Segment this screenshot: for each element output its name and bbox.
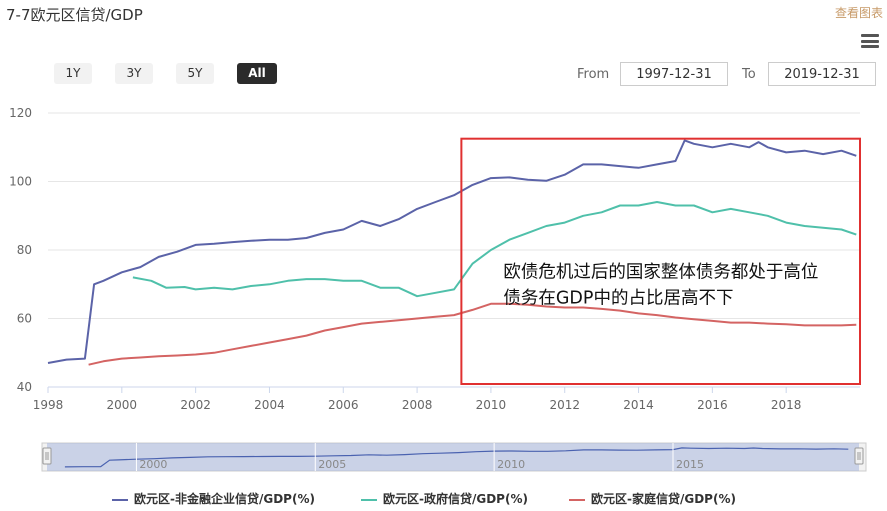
x-tick-label-4: 2006 [328,398,359,412]
navigator-selection [47,443,859,471]
range-1y-button[interactable]: 1Y [54,63,92,84]
navigator-right-handle[interactable] [854,447,864,465]
x-tick-label-2: 2002 [180,398,211,412]
y-tick-label-2: 80 [17,243,32,257]
legend-item-government[interactable]: 欧元区-政府信贷/GDP(%) [361,490,528,507]
x-tick-label-5: 2008 [402,398,433,412]
view-chart-link[interactable]: 查看图表 [834,6,883,20]
series-line-1 [132,201,857,298]
navigator-tick-label-0: 2000 [139,458,167,471]
x-tick-label-1: 2000 [107,398,138,412]
range-all-button[interactable]: All [237,63,277,84]
x-tick-label-9: 2016 [697,398,728,412]
navigator-series-line [64,447,849,468]
y-tick-label-3: 100 [9,175,32,189]
from-label: From [577,67,610,82]
annotation-box [460,137,861,385]
navigator-left-handle[interactable] [42,447,52,465]
navigator-tick-label-2: 2010 [497,458,525,471]
x-tick-label-6: 2010 [476,398,507,412]
navigator-tick-label-1: 2005 [318,458,346,471]
x-tick-label-0: 1998 [33,398,64,412]
range-3y-button[interactable]: 3Y [115,63,153,84]
from-date-input[interactable]: 1997-12-31 [620,62,728,86]
x-tick-label-10: 2018 [771,398,802,412]
x-tick-label-3: 2004 [254,398,285,412]
legend-item-household[interactable]: 欧元区-家庭信贷/GDP(%) [569,490,736,507]
annotation-text-0: 欧债危机过后的国家整体债务都处于高位 [503,263,818,283]
to-date-input[interactable]: 2019-12-31 [768,62,876,86]
range-selector: 1Y 3Y 5Y All [54,63,300,84]
series-line-0 [47,139,857,364]
legend: 欧元区-非金融企业信贷/GDP(%) 欧元区-政府信贷/GDP(%) 欧元区-家… [0,490,887,508]
legend-item-corporate[interactable]: 欧元区-非金融企业信贷/GDP(%) [112,490,315,507]
annotation-text-1: 债务在GDP中的占比居高不下 [503,289,733,309]
y-tick-label-4: 120 [9,106,32,120]
y-tick-label-1: 60 [17,312,32,326]
x-tick-label-8: 2014 [623,398,654,412]
y-tick-label-0: 40 [17,380,32,394]
x-tick-label-7: 2012 [549,398,580,412]
series-line-2 [88,302,857,366]
range-5y-button[interactable]: 5Y [176,63,214,84]
to-label: To [742,67,756,82]
navigator-tick-label-3: 2015 [676,458,704,471]
page-title: 7-7欧元区信贷/GDP [6,6,143,24]
hamburger-menu-icon[interactable] [861,34,879,48]
